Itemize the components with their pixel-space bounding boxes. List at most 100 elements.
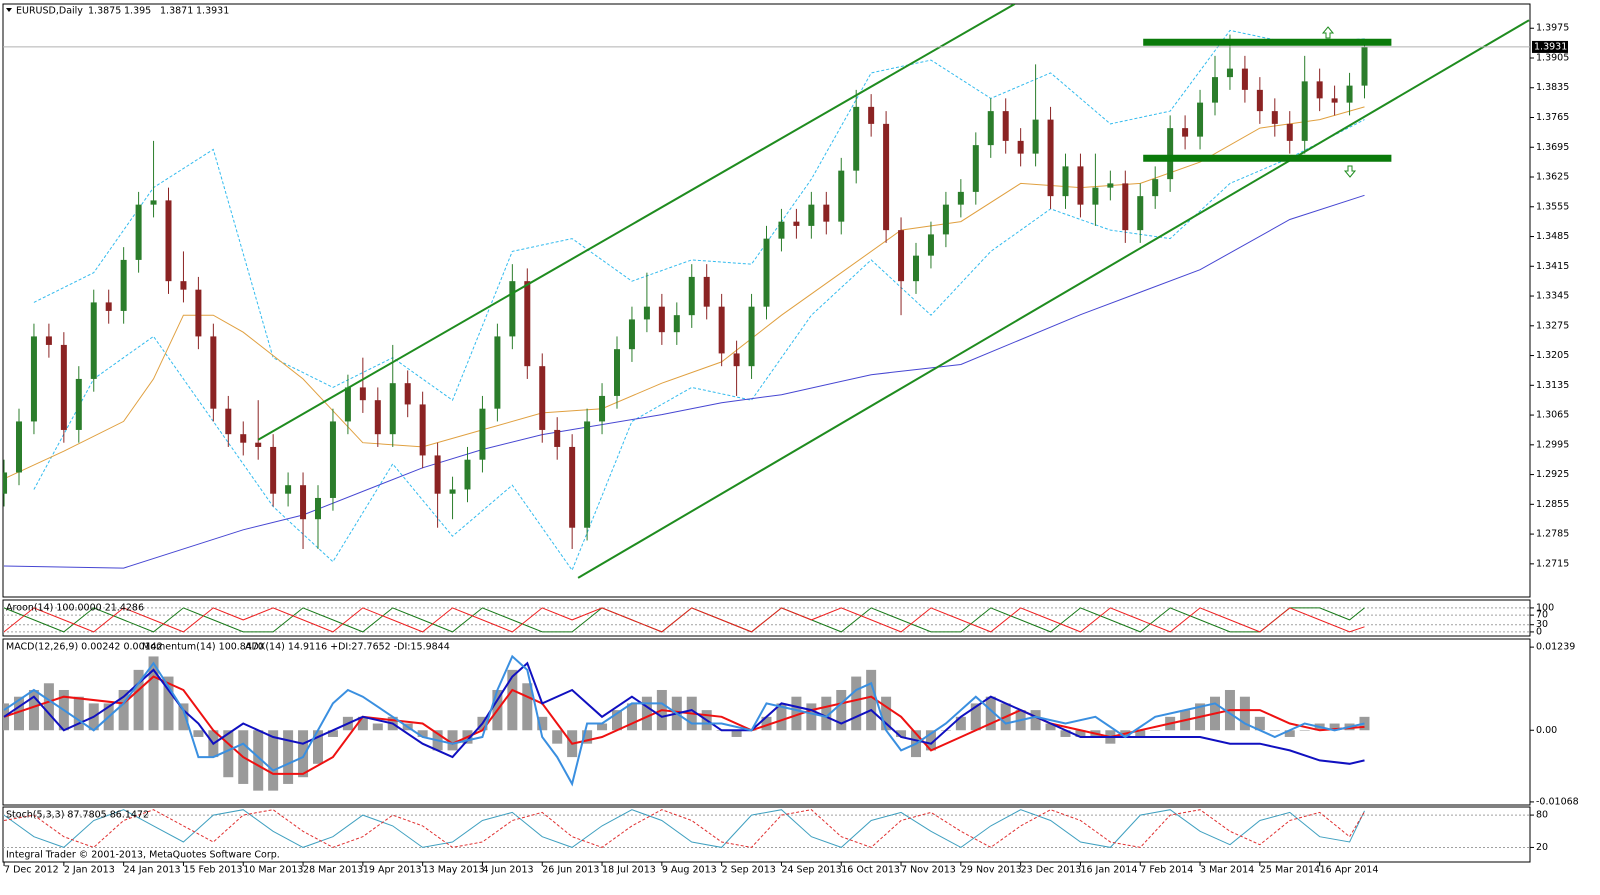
candle-body xyxy=(1241,68,1248,90)
candle-body xyxy=(105,302,112,311)
line-series xyxy=(3,106,1365,480)
candle-body xyxy=(524,281,531,367)
candle-body xyxy=(255,442,262,447)
candle-body xyxy=(942,204,949,235)
candle-body xyxy=(1077,166,1084,205)
histogram-bar xyxy=(611,710,622,731)
histogram-bar xyxy=(925,730,936,751)
candle-body xyxy=(509,281,516,337)
candle-body xyxy=(643,306,650,320)
x-tick-label: 28 Mar 2013 xyxy=(303,865,363,876)
ohlc-value: 1.395 xyxy=(124,6,151,17)
candle-body xyxy=(1047,119,1054,197)
ohlc-value: 1.3871 xyxy=(160,6,193,17)
histogram-bar xyxy=(163,676,174,731)
candle-body xyxy=(285,485,292,494)
candle-body xyxy=(225,408,232,435)
x-tick-label: 7 Nov 2013 xyxy=(901,865,956,876)
y-tick-label: 0.01239 xyxy=(1536,642,1575,653)
candle-body xyxy=(957,191,964,205)
histogram-bar xyxy=(985,696,996,731)
histogram-bar xyxy=(447,730,458,751)
histogram-bar xyxy=(776,703,787,731)
histogram-bar xyxy=(582,730,593,744)
x-tick-label: 23 Dec 2013 xyxy=(1021,865,1082,876)
histogram-bar xyxy=(283,730,294,784)
main-plot xyxy=(3,4,1530,579)
histogram-bar xyxy=(597,723,608,731)
histogram-bar xyxy=(298,730,309,778)
histogram-bar xyxy=(223,730,234,778)
x-tick-label: 7 Feb 2014 xyxy=(1140,865,1193,876)
y-tick-label: 1.3065 xyxy=(1536,410,1569,421)
line-series xyxy=(3,809,1365,848)
stoch-plot xyxy=(3,809,1530,848)
candle-body xyxy=(15,421,22,473)
histogram-bar xyxy=(731,730,742,737)
candle-body xyxy=(30,336,37,422)
candle-body xyxy=(389,383,396,435)
histogram-bar xyxy=(372,723,383,731)
histogram-bar xyxy=(537,716,548,731)
candle-body xyxy=(165,200,172,282)
candle-body xyxy=(793,221,800,226)
candle-body xyxy=(763,238,770,307)
candle-body xyxy=(464,459,471,490)
candle-body xyxy=(1002,111,1009,141)
candle-body xyxy=(1017,140,1024,154)
candle-body xyxy=(733,353,740,367)
y-tick-label: 1.3135 xyxy=(1536,380,1569,391)
candle-body xyxy=(1316,81,1323,99)
candle-body xyxy=(718,306,725,354)
candle-body xyxy=(584,421,591,528)
histogram-bar xyxy=(791,696,802,731)
menu-triangle xyxy=(6,8,12,12)
y-tick-label: 1.2855 xyxy=(1536,499,1569,510)
line-series xyxy=(3,654,1365,787)
y-tick-label: 1.2785 xyxy=(1536,529,1569,540)
x-tick-label: 16 Apr 2014 xyxy=(1320,865,1379,876)
candle-body xyxy=(883,123,890,231)
x-tick-label: 24 Jan 2013 xyxy=(124,865,181,876)
y-tick-label: 30 xyxy=(1536,619,1548,630)
x-tick-label: 2 Jan 2013 xyxy=(64,865,115,876)
candle-body xyxy=(1212,77,1219,103)
candle-body xyxy=(628,319,635,350)
histogram-bar xyxy=(1329,723,1340,731)
histogram-bar xyxy=(851,676,862,731)
line-series xyxy=(3,607,1365,633)
candle-body xyxy=(434,455,441,494)
x-tick-label: 16 Oct 2013 xyxy=(841,865,900,876)
histogram-bar xyxy=(148,656,159,731)
last-price-label: 1.3931 xyxy=(1534,41,1567,52)
candle-body xyxy=(329,421,336,498)
candle-body xyxy=(45,336,52,345)
candle-body xyxy=(913,255,920,282)
histogram-bar xyxy=(253,730,264,791)
x-tick-label: 3 Mar 2014 xyxy=(1200,865,1254,876)
candle-body xyxy=(823,204,830,222)
candle-body xyxy=(1256,89,1263,112)
x-tick-label: 9 Aug 2013 xyxy=(662,865,717,876)
histogram-bar xyxy=(896,730,907,737)
main-panel xyxy=(2,3,1531,598)
candle-body xyxy=(808,204,815,226)
ohlc-value: 1.3875 xyxy=(88,6,121,17)
y-tick-label: 100 xyxy=(1536,602,1554,613)
histogram-bar xyxy=(1060,730,1071,737)
aroon-plot xyxy=(3,607,1530,633)
histogram-bar xyxy=(507,669,518,731)
candle-body xyxy=(1226,68,1233,78)
y-tick-label: -0.01068 xyxy=(1536,796,1579,807)
line-series xyxy=(3,194,1365,569)
candle-body xyxy=(658,306,665,333)
candle-body xyxy=(1346,85,1353,103)
histogram-bar xyxy=(312,730,323,764)
candle-body xyxy=(300,485,307,520)
histogram-bar xyxy=(417,730,428,737)
candle-body xyxy=(1361,46,1368,86)
macd-plot xyxy=(3,654,1370,791)
histogram-bar xyxy=(1075,730,1086,737)
candle-body xyxy=(1331,98,1338,103)
histogram-bar xyxy=(357,716,368,731)
